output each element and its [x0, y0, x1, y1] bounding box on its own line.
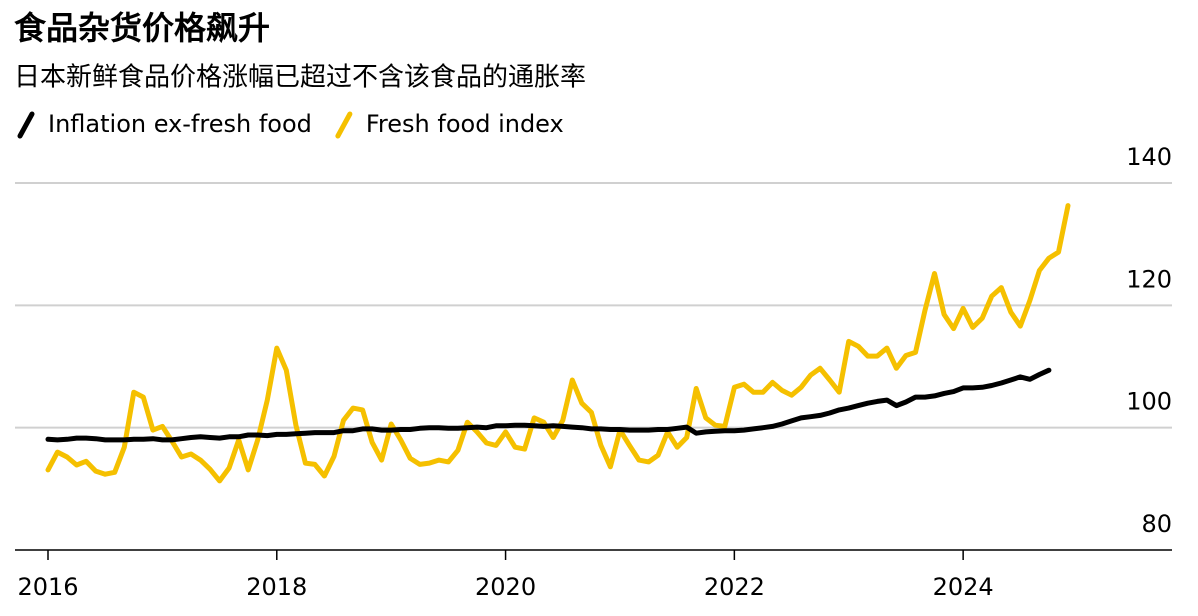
series-line	[45, 367, 1052, 443]
x-tick-label: 2024	[933, 573, 994, 601]
y-tick-label: 140	[1126, 143, 1172, 171]
chart-subtitle: 日本新鲜食品价格涨幅已超过不含该食品的通胀率	[14, 63, 586, 93]
legend-swatch	[17, 111, 35, 139]
x-tick-label: 2016	[17, 573, 78, 601]
y-tick-label: 100	[1126, 388, 1172, 416]
series-line	[45, 203, 1071, 484]
x-tick-label: 2020	[475, 573, 536, 601]
x-tick-label: 2018	[246, 573, 307, 601]
chart-title: 食品杂货价格飙升	[14, 9, 270, 47]
legend-label: Inflation ex-fresh food	[48, 110, 312, 138]
legend-label: Fresh food index	[366, 110, 564, 138]
x-tick-label: 2022	[704, 573, 765, 601]
y-tick-label: 80	[1141, 510, 1172, 538]
legend-swatch	[335, 111, 353, 139]
y-tick-label: 120	[1126, 265, 1172, 293]
